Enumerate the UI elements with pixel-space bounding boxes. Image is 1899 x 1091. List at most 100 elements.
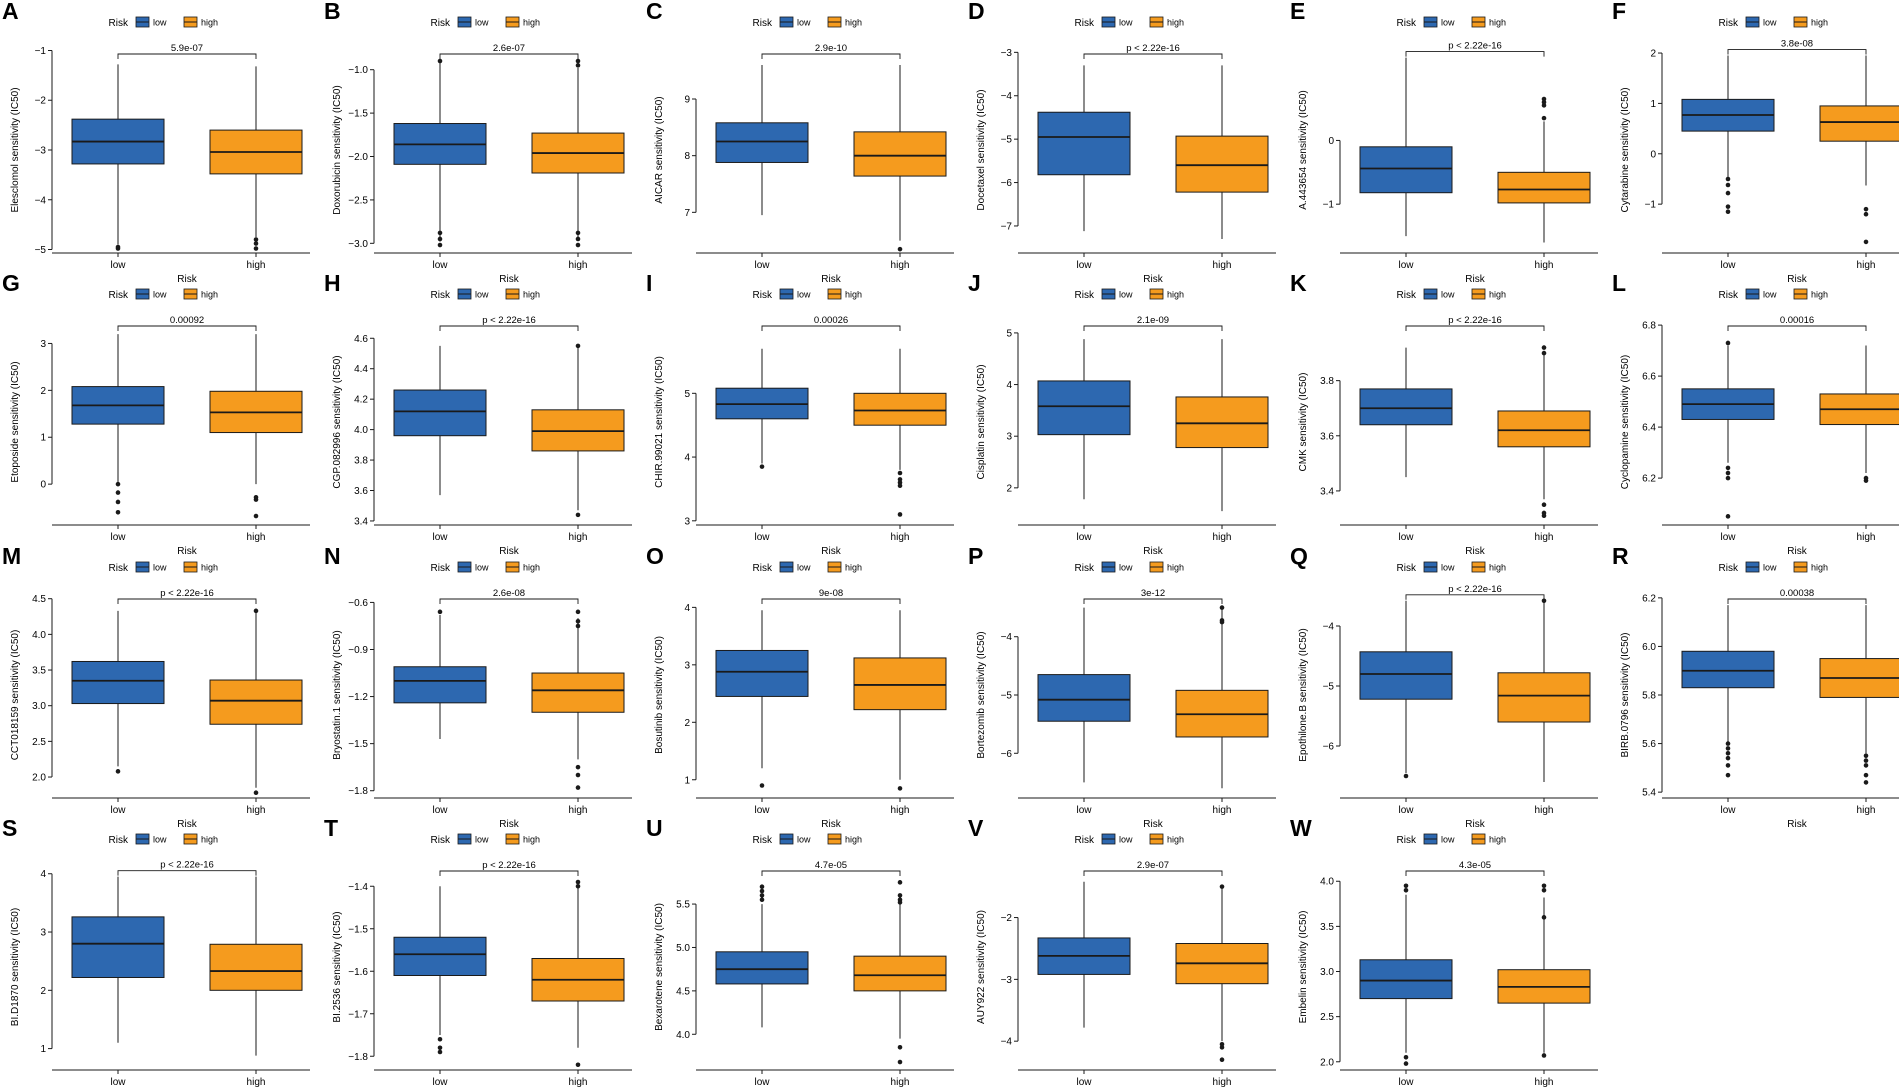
p-value-label: 2.1e-09 (1137, 315, 1169, 326)
y-axis: 4.0 4.5 5.0 5.5 (676, 900, 697, 1041)
y-axis-label: Cisplatin sensitivity (IC50) (976, 364, 987, 479)
y-tick-label: 2 (1006, 483, 1012, 494)
x-tick-label-high: high (247, 805, 266, 816)
panel-a: A Risk low high −5 −4 −3 −2 −1 Elesclomol sensiti… (0, 0, 316, 285)
box-low (71, 876, 165, 1043)
y-axis: 3.4 3.6 3.8 4.0 4.2 4.4 4.6 (354, 334, 375, 527)
boxplot-chart: Risk low high 2 3 4 5 Cisplatin sensitivity (IC… (976, 288, 1276, 557)
panel-letter: E (1290, 0, 1306, 24)
x-axis-label: Risk (1143, 819, 1163, 830)
outlier-point (1725, 750, 1731, 756)
legend: Risk low high (109, 833, 218, 846)
box-high (531, 879, 625, 1068)
outlier-point (1863, 753, 1869, 759)
legend-item-high: high (183, 288, 218, 300)
outlier-point (897, 893, 903, 898)
outlier-point (1219, 619, 1225, 625)
outlier-point (759, 884, 765, 890)
outlier-point (1725, 176, 1731, 182)
bracket-line (761, 325, 901, 331)
legend-label-low: low (1441, 18, 1455, 28)
x-tick-label-high: high (569, 532, 588, 543)
box-high (1819, 55, 1899, 245)
boxplot-chart: Risk low high −1 0 A.443654 sensitivity (IC50… (1298, 16, 1598, 285)
legend: Risk low high (753, 561, 862, 574)
legend-label-high: high (1811, 563, 1828, 573)
legend: Risk low high (431, 561, 540, 574)
x-axis: low high (1018, 1069, 1276, 1088)
y-tick-label: −1.8 (348, 786, 368, 797)
legend-item-high: high (505, 288, 540, 300)
box-low (71, 610, 165, 774)
panel-q: Q Risk low high −6 −5 −4 Epothilone.B sensitivi… (1288, 543, 1604, 830)
legend-label-high: high (1489, 18, 1506, 28)
p-value-label: 5.9e-07 (171, 43, 203, 54)
outlier-point (1725, 741, 1731, 746)
x-axis: low high (52, 1069, 310, 1088)
legend-title: Risk (431, 835, 451, 846)
panel-letter: P (968, 543, 984, 569)
y-tick-label: 1 (40, 1044, 46, 1055)
box-high (209, 66, 303, 251)
x-axis-label: Risk (1465, 274, 1485, 285)
x-axis: low high (696, 524, 954, 543)
legend-item-high: high (1471, 288, 1506, 300)
outlier-point (1725, 470, 1731, 476)
significance-bracket: 0.00038 (1727, 588, 1867, 604)
y-axis: −1 0 (1323, 136, 1341, 211)
x-tick-label-low: low (432, 532, 448, 543)
box-iqr (1359, 388, 1453, 426)
box-iqr (853, 131, 947, 177)
boxplot-chart: Risk low high −6 −5 −4 Epothilone.B sensitivit… (1298, 561, 1598, 830)
x-tick-label-high: high (891, 1077, 910, 1088)
panel-d: D Risk low high −7 −6 −5 −4 −3 Docetaxel sensitiv… (966, 0, 1282, 285)
x-tick-label-low: low (1398, 1077, 1414, 1088)
outlier-point (1863, 780, 1869, 785)
y-tick-label: −1.5 (348, 109, 368, 120)
bracket-line (117, 870, 257, 876)
outlier-point (575, 58, 581, 64)
panel-b: B Risk low high −3.0 −2.5 −2.0 −1.5 −1.0 Doxorubi… (322, 0, 638, 285)
significance-bracket: 2.6e-07 (439, 43, 579, 59)
y-tick-label: −6 (1001, 749, 1013, 760)
y-tick-label: −5 (1001, 691, 1013, 702)
x-tick-label-high: high (891, 260, 910, 271)
outlier-point (437, 1049, 443, 1055)
legend-label-low: low (1441, 835, 1455, 845)
p-value-label: p < 2.22e-16 (1448, 41, 1502, 52)
bracket-line (1405, 325, 1545, 331)
outlier-point (575, 618, 581, 624)
bracket-line (1405, 594, 1545, 600)
legend-item-high: high (1149, 288, 1184, 300)
outlier-point (1725, 746, 1731, 751)
y-axis-label: CHIR.99021 sensitivity (IC50) (654, 356, 665, 488)
legend-title: Risk (1075, 290, 1095, 301)
y-tick-label: 3.5 (1320, 922, 1334, 933)
outlier-point (1863, 758, 1869, 763)
legend-label-high: high (201, 18, 218, 28)
boxplot-chart: Risk low high −4 −3 −2 AUY922 sensitivity (IC5… (976, 833, 1276, 1088)
box-high (209, 876, 303, 1056)
outlier-point (253, 246, 259, 251)
legend-title: Risk (1397, 563, 1417, 574)
outlier-point (897, 477, 903, 482)
significance-bracket: p < 2.22e-16 (1405, 584, 1545, 600)
legend-title: Risk (109, 835, 129, 846)
x-axis: low high (374, 252, 632, 271)
outlier-point (575, 230, 581, 236)
x-tick-label-low: low (754, 1077, 770, 1088)
legend-title: Risk (1719, 563, 1739, 574)
y-tick-label: 5 (1006, 328, 1012, 339)
box-low (1037, 65, 1131, 232)
legend: Risk low high (109, 16, 218, 29)
x-tick-label-high: high (1213, 805, 1232, 816)
y-tick-label: 3.4 (1320, 486, 1334, 497)
x-tick-label-low: low (432, 1077, 448, 1088)
outlier-point (1541, 513, 1547, 519)
y-tick-label: −2 (1001, 913, 1013, 924)
y-tick-label: −1.4 (348, 882, 368, 893)
x-axis: low high (1662, 524, 1899, 543)
box-low (393, 886, 487, 1055)
x-axis-label: Risk (499, 819, 519, 830)
y-tick-label: −1 (1645, 200, 1657, 211)
